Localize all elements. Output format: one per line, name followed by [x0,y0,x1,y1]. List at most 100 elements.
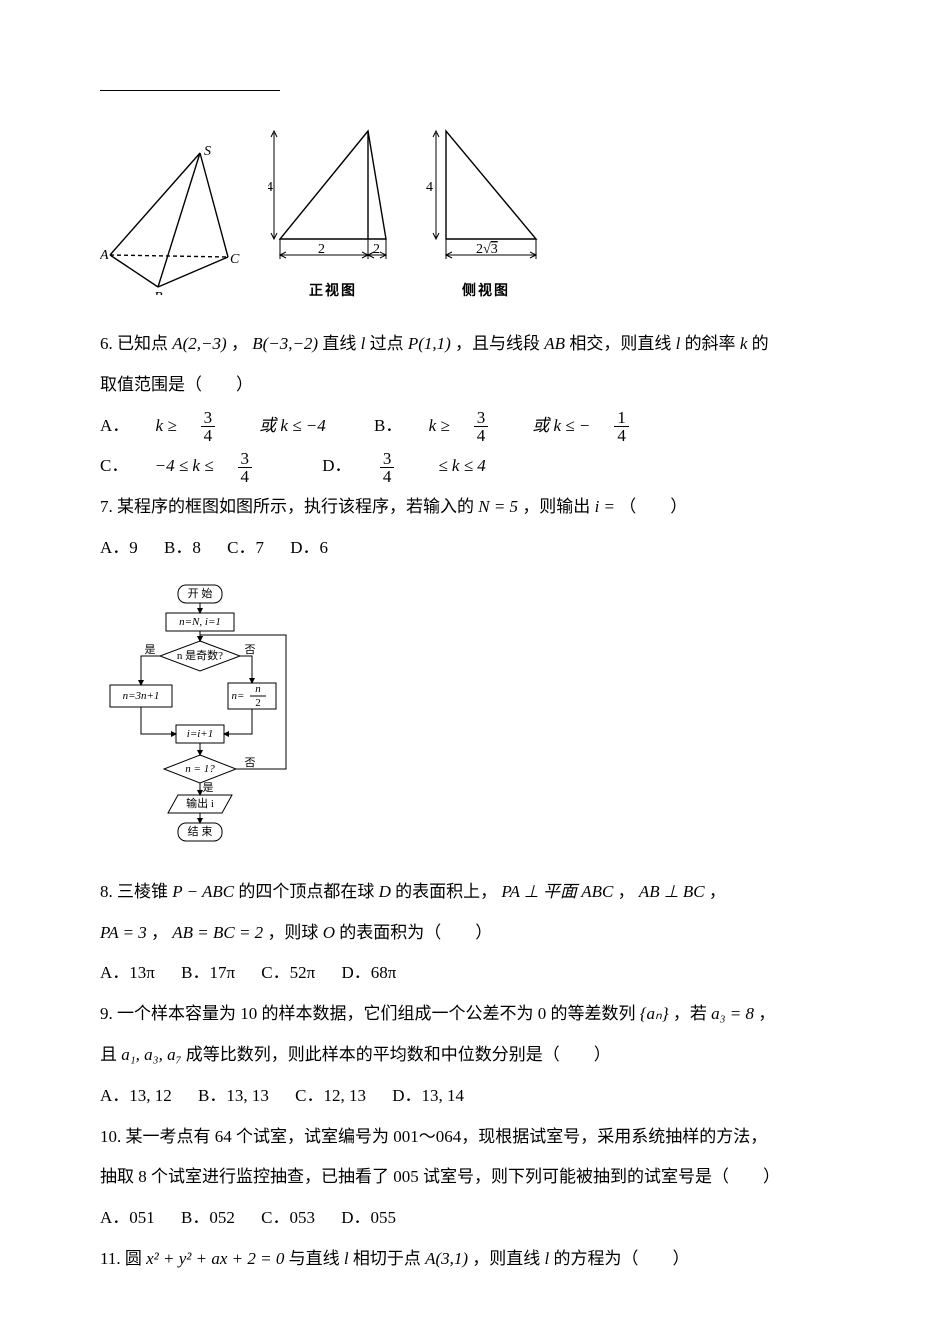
q6-t4: ，且与线段 [455,334,540,353]
document-page: S A B C [0,0,945,1340]
q11-t5: 的方程为（ ） [554,1249,690,1268]
q7-flowchart: 开 始 n=N, i=1 n 是奇数? n=3n+1 n= n 2 i=i+1 … [100,579,845,854]
q9-options: A．13, 12 B．13, 13 C．12, 13 D．13, 14 [100,1076,845,1117]
q6-opt-c: C． −4 ≤ k ≤ 34 [100,446,296,487]
q8-opt-b: B．17π [181,953,235,994]
q8-c1: ， [618,882,635,901]
q8-pabc: P − ABC [172,882,234,901]
q8-c3: ， [151,923,168,942]
q9-seq: a₁, a₃, a₇ [121,1045,181,1064]
q8-options: A．13π B．17π C．52π D．68π [100,953,845,994]
q11-num: 11. [100,1249,121,1268]
q10-t1: 某一考点有 64 个试室，试室编号为 001～064，现根据试室号，采用系统抽样… [126,1127,768,1146]
q7-i: i = [595,497,615,516]
q10-options: A．051 B．052 C．053 D．055 [100,1198,845,1239]
q9-stem: 9. 一个样本容量为 10 的样本数据，它们组成一个公差不为 0 的等差数列 {… [100,994,845,1035]
q7-t2: ，则输出 [522,497,590,516]
q11-t1: 圆 [125,1249,142,1268]
q11-l: l [344,1249,349,1268]
q8-opt-a: A．13π [100,953,155,994]
q8-t1: 三棱锥 [117,882,168,901]
q6-t3: 过点 [370,334,404,353]
q9-opt-b: B．13, 13 [198,1076,269,1117]
q6-A: A(2,−3) [172,334,226,353]
front-base-right: 2 [373,242,380,257]
q6A-den: 4 [201,427,216,444]
q6-opt-b: B． k ≥ 34 或 k ≤ −14 [374,406,673,447]
label-S: S [204,145,211,159]
q8-stem: 8. 三棱锥 P − ABC 的四个顶点都在球 D 的表面积上， PA ⊥ 平面… [100,872,845,913]
q6-stem: 6. 已知点 A(2,−3) ， B(−3,−2) 直线 l 过点 P(1,1)… [100,324,845,365]
q9-num: 9. [100,1004,113,1023]
label-B: B [154,290,163,295]
q6A-m1: k ≥ [156,406,177,447]
q6D-m1: ≤ k ≤ 4 [438,446,485,487]
figure-side-view: 4 2√3 侧视图 [426,121,546,300]
fc-d2-no: 否 [245,757,256,769]
q7-opt-d: D．6 [290,528,328,569]
side-base-label: 2√3 [476,242,498,257]
q6B-m1: k ≥ [429,406,450,447]
fc-inc: i=i+1 [187,728,213,740]
q7-num: 7. [100,497,113,516]
q6-t6: 的斜率 [685,334,736,353]
q9-line2: 且 a₁, a₃, a₇ 成等比数列，则此样本的平均数和中位数分别是（ ） [100,1035,845,1076]
q9-l2a: 且 [100,1045,117,1064]
q6A-pre: A． [100,406,129,447]
q10-line2: 抽取 8 个试室进行监控抽查，已抽看了 005 试室号，则下列可能被抽到的试室号… [100,1157,845,1198]
fc-even-pre: n= [232,690,245,702]
q6-t1: 已知点 [117,334,168,353]
q6-options: A． k ≥ 34 或 k ≤ −4 B． k ≥ 34 或 k ≤ −14 C… [100,406,845,488]
q11-t3: 相切于点 [353,1249,421,1268]
pyramid-svg: S A B C [100,145,240,295]
q6B-d1: 4 [474,427,489,444]
q9-t2: ，若 [673,1004,707,1023]
q8-pa: PA = 3 [100,923,147,942]
front-view-caption: 正视图 [268,280,398,300]
q6-P: P(1,1) [408,334,451,353]
q6B-n2: 1 [614,409,629,427]
flowchart-svg: 开 始 n=N, i=1 n 是奇数? n=3n+1 n= n 2 i=i+1 … [100,579,300,849]
q8-O: O [323,923,335,942]
q6A-m2: 或 k ≤ −4 [259,406,326,447]
q6-AB: AB [544,334,565,353]
q10-line1: 10. 某一考点有 64 个试室，试室编号为 001～064，现根据试室号，采用… [100,1117,845,1158]
q6-c1: ， [231,334,248,353]
q6-t2: 直线 [322,334,356,353]
q7-options: A．9 B．8 C．7 D．6 [100,528,845,569]
fc-out: 输出 i [186,796,214,810]
q7-opt-a: A．9 [100,528,138,569]
q6-opt-d: D． 34 ≤ k ≤ 4 [322,446,508,487]
fc-d1-no: 否 [245,644,256,656]
q8-opt-d: D．68π [341,953,396,994]
q6B-m2: 或 k ≤ − [532,406,590,447]
q10-opt-a: A．051 [100,1198,155,1239]
q6C-n: 3 [238,450,253,468]
figure-front-view: 4 2 2 正视图 [268,121,398,300]
q8-line2: PA = 3 ， AB = BC = 2 ，则球 O 的表面积为（ ） [100,913,845,954]
q8-t2: 的四个顶点都在球 [238,882,374,901]
side-view-caption: 侧视图 [426,280,546,300]
q9-t1: 一个样本容量为 10 的样本数据，它们组成一个公差不为 0 的等差数列 [117,1004,636,1023]
q6-l: l [361,334,366,353]
q11-A: A(3,1) [425,1249,468,1268]
figure-row: S A B C [100,121,845,300]
q7-stem: 7. 某程序的框图如图所示，执行该程序，若输入的 N = 5 ，则输出 i = … [100,487,845,528]
q8-opt-c: C．52π [261,953,315,994]
q10-opt-c: C．053 [261,1198,315,1239]
q9-an: {aₙ} [640,1004,669,1023]
q7-opt-c: C．7 [227,528,264,569]
q8-num: 8. [100,882,113,901]
q11-t4: ，则直线 [472,1249,540,1268]
q7-N: N = 5 [478,497,518,516]
q9-opt-c: C．12, 13 [295,1076,366,1117]
q6-B: B(−3,−2) [252,334,318,353]
q6-k: k [740,334,748,353]
q6D-d: 4 [380,468,395,485]
q8-t4: ，则球 [267,923,318,942]
q6B-n1: 3 [474,409,489,427]
q7-opt-b: B．8 [164,528,201,569]
side-view-svg: 4 2√3 [426,121,546,271]
q10-opt-d: D．055 [341,1198,396,1239]
fc-d1: n 是奇数? [177,649,223,662]
